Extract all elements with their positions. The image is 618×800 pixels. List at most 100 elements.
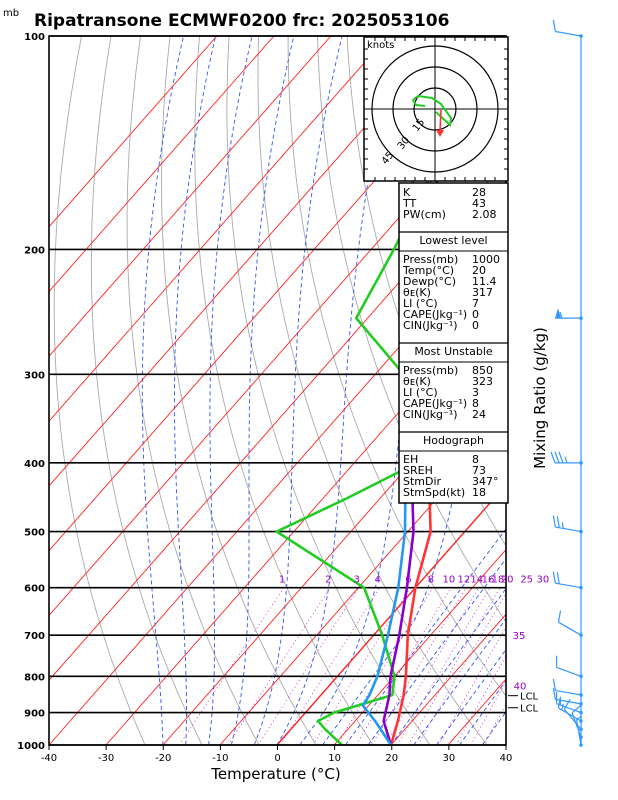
stat-value: 7: [472, 297, 479, 310]
storm-motion-vector: [439, 109, 442, 133]
stat-value: 11.4: [472, 275, 497, 288]
barb-full: [555, 655, 558, 668]
mixing-ratio-label: 10: [443, 575, 456, 586]
barb-shaft: [555, 689, 582, 696]
y-tick-label: 200: [24, 245, 45, 256]
stat-value: 73: [472, 464, 486, 477]
mixing-ratio-label: 16: [482, 575, 495, 586]
stat-label: CIN(Jkg⁻¹): [403, 408, 458, 421]
x-tick-label: -20: [155, 753, 171, 764]
stat-label: Dewp(°C): [403, 275, 456, 288]
y-tick-label: 800: [24, 672, 45, 683]
barb-shaft: [556, 666, 582, 677]
stat-label: θᴇ(K): [403, 375, 431, 388]
y-tick-label: 600: [24, 584, 45, 595]
storm-motion-arrowhead: [436, 130, 444, 137]
wind-barb: [557, 696, 582, 722]
x-tick-label: -40: [41, 753, 57, 764]
mixing-ratio-label: 30: [537, 575, 550, 586]
wind-barb: [552, 687, 582, 705]
barb-full: [563, 698, 571, 710]
barb-half: [559, 311, 563, 319]
stat-value: 28: [472, 186, 486, 199]
barb-half: [561, 522, 564, 529]
mixing-ratio-line: [407, 587, 501, 745]
most-unstable-header: Most Unstable: [414, 345, 493, 358]
mixing-ratio-line: [257, 587, 360, 745]
moist-adiabat: [230, 36, 295, 745]
barb-full: [556, 572, 560, 584]
isotherm: [49, 36, 389, 422]
isotherm: [219, 419, 506, 745]
stat-value: 18: [472, 486, 486, 499]
isotherm: [276, 483, 506, 745]
mixing-ratio-line: [470, 680, 506, 745]
stat-value: 20: [472, 264, 486, 277]
barb-full: [556, 516, 560, 528]
barb-full: [550, 451, 556, 464]
barb-half: [561, 703, 564, 711]
stats-panel: K 28 TT 43 PW(cm) 2.08 Lowest level Press(mb) 10…: [398, 182, 509, 504]
stat-label: StmSpd(kt): [403, 486, 465, 499]
dry-adiabat: [161, 36, 317, 745]
stat-value: 317: [472, 286, 493, 299]
moist-adiabat: [299, 36, 465, 745]
barb-full: [555, 691, 558, 704]
wind-barb: [552, 571, 582, 589]
temperature-line: [389, 264, 506, 745]
dry-adiabat: [126, 36, 260, 745]
stat-label: EH: [403, 453, 418, 466]
barb-full: [554, 451, 560, 464]
chart-title: Ripatransone ECMWF0200 frc: 2025053106: [34, 11, 449, 31]
stat-label: CAPE(Jkg⁻¹): [403, 308, 467, 321]
isotherm: [49, 160, 506, 681]
mixing-ratio-line: [417, 592, 506, 745]
dry-adiabat: [226, 36, 431, 745]
stat-value: 347°: [472, 475, 499, 488]
isotherm: [49, 36, 275, 293]
barb-shaft: [558, 707, 582, 722]
lcl-label: LCL: [520, 704, 539, 715]
stat-label: K: [403, 186, 411, 199]
barb-full: [552, 687, 556, 700]
barb-shaft: [555, 526, 582, 533]
stat-value: 1000: [472, 253, 500, 266]
stat-value: 8: [472, 453, 479, 466]
x-tick-label: 30: [443, 753, 456, 764]
mixing-ratio-label: 20: [501, 575, 514, 586]
x-axis-title: Temperature (°C): [210, 765, 340, 783]
stat-label: Temp(°C): [402, 264, 454, 277]
stat-label: Press(mb): [403, 364, 458, 377]
dry-adiabat: [317, 36, 506, 623]
barb-full: [552, 515, 556, 528]
mixing-ratio-label: 2: [325, 575, 331, 586]
hodograph-trace: [411, 94, 453, 128]
mixing-ratio-label: 35: [513, 631, 526, 642]
hodograph-units: knots: [367, 40, 394, 51]
stat-label: LI (°C): [403, 386, 438, 399]
barb-pennant: [555, 308, 561, 319]
mixing-ratio-label: 8: [428, 575, 434, 586]
isotherm: [49, 225, 506, 745]
stat-value: 0: [472, 308, 479, 321]
wind-profile: [550, 19, 583, 747]
dry-adiabat: [194, 36, 374, 745]
barb-full: [557, 696, 562, 709]
mixing-ratio-label: 3: [354, 575, 360, 586]
x-tick-label: -10: [212, 753, 228, 764]
x-tick-label: 10: [328, 753, 341, 764]
barb-full: [557, 610, 562, 623]
stat-label: CAPE(Jkg⁻¹): [403, 397, 467, 410]
mixing-ratio-label: 25: [520, 575, 533, 586]
isotherm: [49, 36, 332, 358]
lcl-label: LCL: [520, 692, 539, 703]
barb-full: [552, 571, 556, 584]
x-tick-label: 20: [385, 753, 398, 764]
pressure-unit-label: mb: [3, 8, 19, 19]
wind-barb: [552, 515, 582, 533]
stat-label: Press(mb): [403, 253, 458, 266]
stat-value: 850: [472, 364, 493, 377]
barb-half: [564, 456, 568, 464]
y-tick-label: 900: [24, 709, 45, 720]
